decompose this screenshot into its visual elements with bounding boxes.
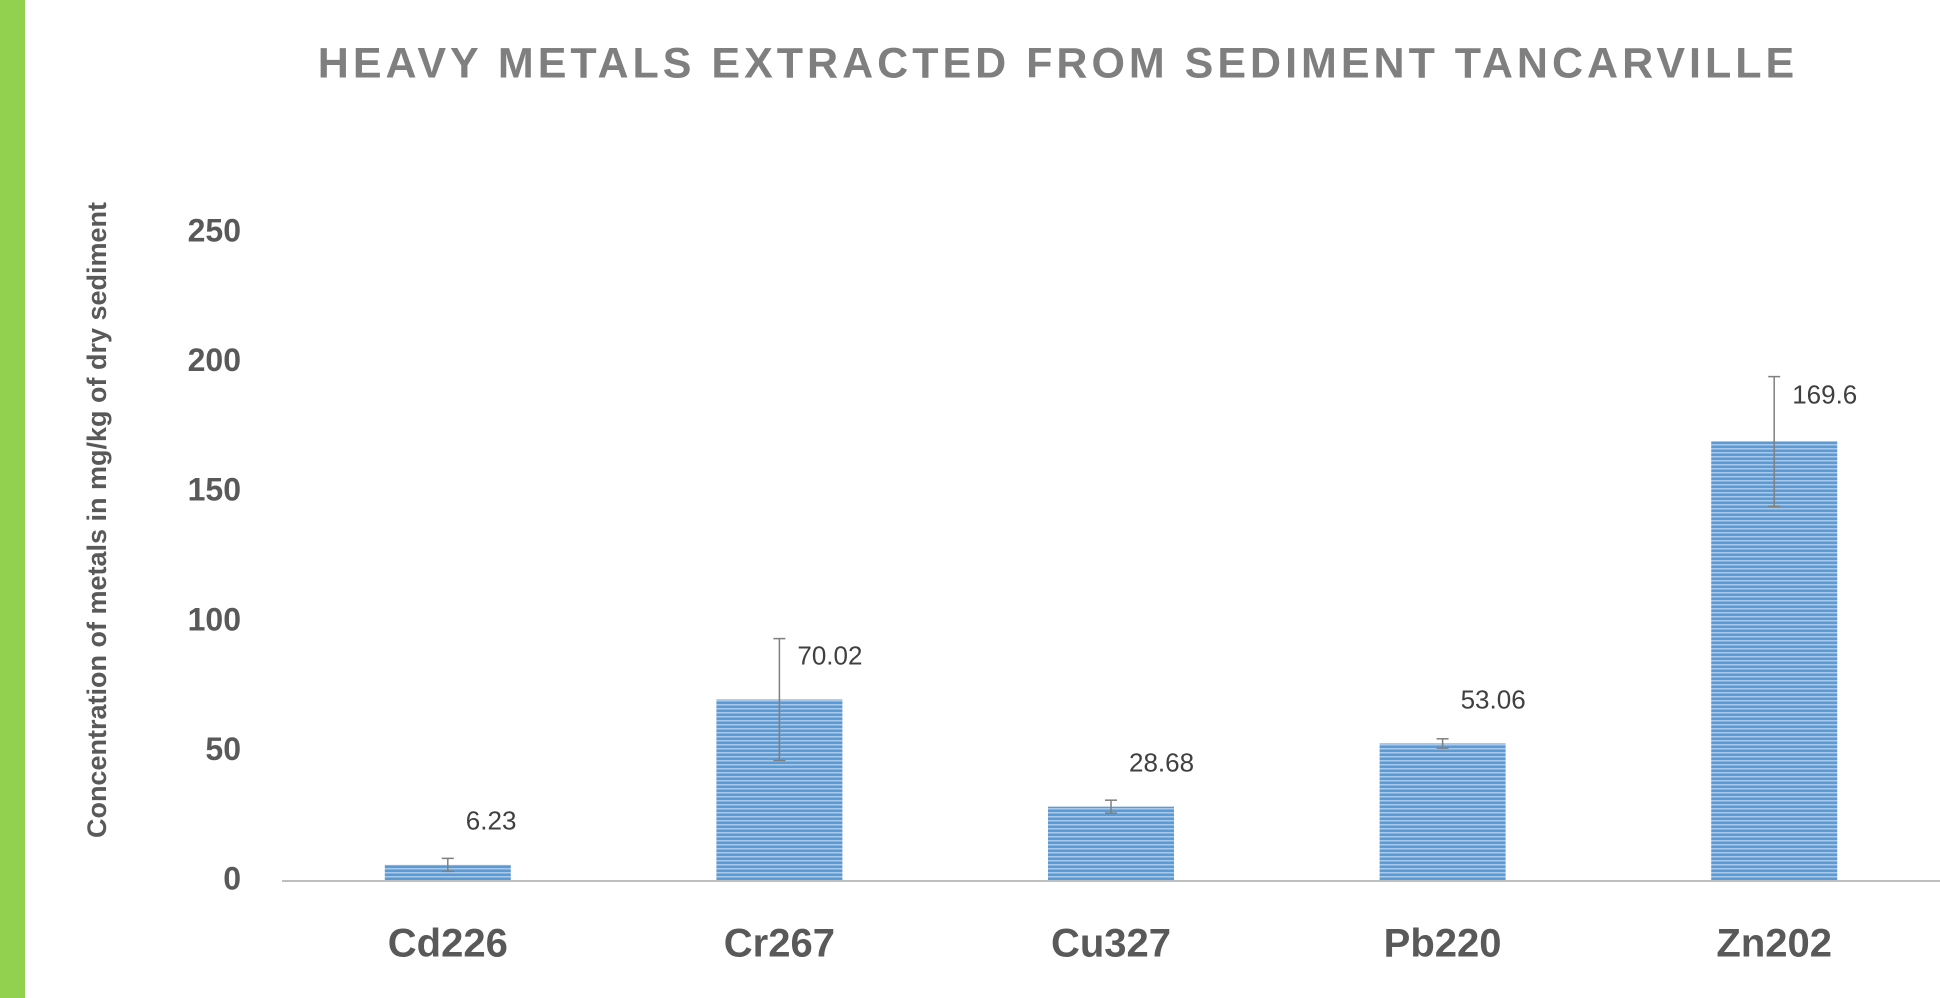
chart-title: HEAVY METALS EXTRACTED FROM SEDIMENT TAN…: [318, 39, 1798, 87]
y-tick-label: 0: [223, 860, 241, 896]
y-tick-label: 50: [205, 731, 241, 767]
bar: [1379, 743, 1506, 881]
x-tick-label: Cd226: [388, 922, 508, 966]
y-tick-label: 100: [188, 601, 241, 637]
y-tick-label: 250: [188, 212, 241, 248]
value-label: 53.06: [1461, 684, 1526, 714]
value-label: 6.23: [466, 806, 517, 836]
value-label: 70.02: [797, 640, 862, 670]
side-strip: [0, 0, 25, 998]
x-tick-label: Cu327: [1051, 922, 1171, 966]
y-axis-label: Concentration of metals in mg/kg of dry …: [82, 202, 112, 838]
bar: [384, 864, 511, 881]
x-tick-label: Zn202: [1716, 922, 1832, 966]
value-label: 28.68: [1129, 748, 1194, 778]
y-tick-label: 200: [188, 342, 241, 378]
bar: [1048, 806, 1174, 881]
x-tick-label: Pb220: [1384, 922, 1502, 966]
value-label: 169.6: [1792, 379, 1857, 409]
x-tick-label: Cr267: [724, 922, 835, 966]
y-tick-label: 150: [188, 472, 241, 508]
bar: [1711, 441, 1838, 881]
